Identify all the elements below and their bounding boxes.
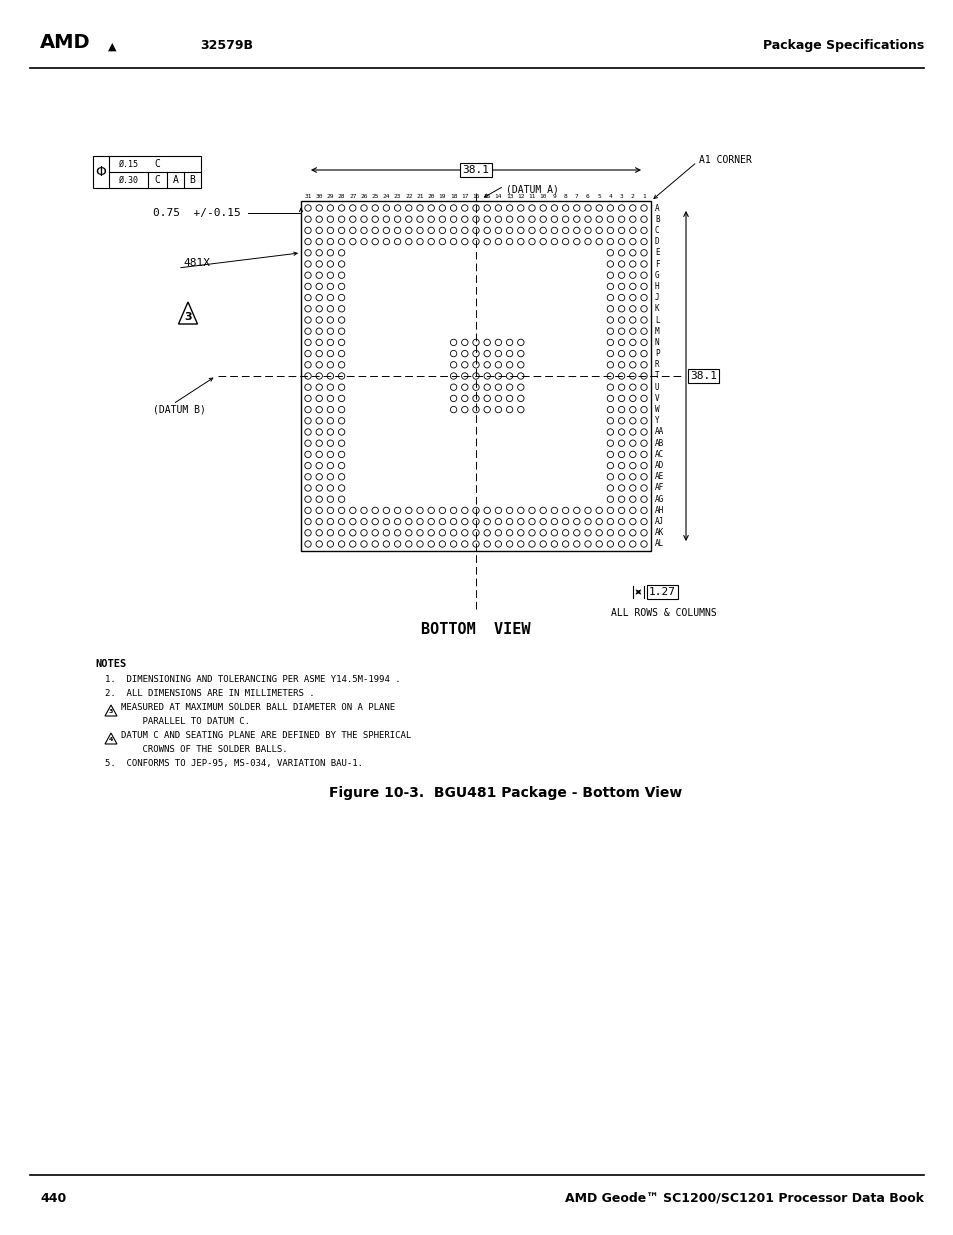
Text: Package Specifications: Package Specifications [762, 40, 923, 52]
Text: 21: 21 [416, 194, 423, 199]
Text: AC: AC [655, 450, 663, 459]
Text: 7: 7 [575, 194, 578, 199]
Text: BOTTOM  VIEW: BOTTOM VIEW [421, 622, 530, 637]
Text: 5.  CONFORMS TO JEP-95, MS-034, VARIATION BAU-1.: 5. CONFORMS TO JEP-95, MS-034, VARIATION… [105, 760, 363, 768]
Text: AB: AB [655, 438, 663, 448]
Text: C: C [154, 175, 160, 185]
Text: DATUM C AND SEATING PLANE ARE DEFINED BY THE SPHERICAL: DATUM C AND SEATING PLANE ARE DEFINED BY… [121, 731, 411, 740]
Text: 8: 8 [563, 194, 567, 199]
Text: A: A [172, 175, 178, 185]
Text: 12: 12 [517, 194, 524, 199]
Text: 0.75  +/-0.15: 0.75 +/-0.15 [152, 207, 240, 219]
Text: 14: 14 [495, 194, 501, 199]
Text: 25: 25 [371, 194, 378, 199]
Text: 28: 28 [337, 194, 345, 199]
Text: A: A [655, 204, 659, 212]
Text: A1 CORNER: A1 CORNER [699, 156, 751, 165]
Text: Φ: Φ [95, 165, 107, 179]
Text: 31: 31 [304, 194, 312, 199]
Text: AH: AH [655, 506, 663, 515]
Text: C: C [154, 159, 160, 169]
Text: 13: 13 [505, 194, 513, 199]
Text: AJ: AJ [655, 517, 663, 526]
Text: 3: 3 [109, 709, 113, 715]
Text: 29: 29 [326, 194, 334, 199]
Text: NOTES: NOTES [95, 659, 126, 669]
Text: 30: 30 [315, 194, 323, 199]
Text: 24: 24 [382, 194, 390, 199]
Text: MEASURED AT MAXIMUM SOLDER BALL DIAMETER ON A PLANE: MEASURED AT MAXIMUM SOLDER BALL DIAMETER… [121, 703, 395, 713]
Text: 38.1: 38.1 [462, 165, 489, 175]
Text: Ø.15: Ø.15 [118, 159, 138, 168]
Text: 4: 4 [608, 194, 612, 199]
Text: 3: 3 [619, 194, 623, 199]
Text: N: N [655, 338, 659, 347]
Text: 1: 1 [641, 194, 645, 199]
Text: 38.1: 38.1 [689, 370, 717, 382]
Text: 32579B: 32579B [200, 40, 253, 52]
Text: ▲: ▲ [108, 42, 116, 52]
Text: (DATUM B): (DATUM B) [152, 404, 206, 414]
Text: P: P [655, 350, 659, 358]
Text: 2: 2 [630, 194, 634, 199]
Text: 11: 11 [528, 194, 536, 199]
Text: 440: 440 [40, 1192, 66, 1205]
Text: AA: AA [655, 427, 663, 436]
Text: AK: AK [655, 529, 663, 537]
Text: 1.  DIMENSIONING AND TOLERANCING PER ASME Y14.5M-1994 .: 1. DIMENSIONING AND TOLERANCING PER ASME… [105, 676, 400, 684]
Text: ALL ROWS & COLUMNS: ALL ROWS & COLUMNS [610, 608, 716, 618]
Text: R: R [655, 361, 659, 369]
Text: 3: 3 [184, 312, 192, 322]
Text: T: T [655, 372, 659, 380]
Text: H: H [655, 282, 659, 291]
Text: U: U [655, 383, 659, 391]
Text: Figure 10-3.  BGU481 Package - Bottom View: Figure 10-3. BGU481 Package - Bottom Vie… [329, 785, 682, 800]
Text: Ø.30: Ø.30 [118, 175, 138, 184]
Text: AG: AG [655, 495, 663, 504]
Text: L: L [655, 315, 659, 325]
Text: AMD: AMD [40, 33, 91, 52]
Text: B: B [190, 175, 195, 185]
Text: D: D [655, 237, 659, 246]
Text: PARALLEL TO DATUM C.: PARALLEL TO DATUM C. [121, 718, 250, 726]
Text: 22: 22 [405, 194, 412, 199]
Text: F: F [655, 259, 659, 268]
Bar [92, 156, 201, 188]
Text: 9: 9 [552, 194, 556, 199]
Text: 16: 16 [472, 194, 479, 199]
Text: AD: AD [655, 461, 663, 471]
Bar [301, 201, 650, 551]
Text: 2.  ALL DIMENSIONS ARE IN MILLIMETERS .: 2. ALL DIMENSIONS ARE IN MILLIMETERS . [105, 689, 314, 698]
Text: 481X: 481X [183, 258, 210, 268]
Text: AF: AF [655, 483, 663, 493]
Text: J: J [655, 293, 659, 303]
Text: V: V [655, 394, 659, 403]
Text: E: E [655, 248, 659, 257]
Text: K: K [655, 304, 659, 314]
Text: 15: 15 [483, 194, 491, 199]
Text: B: B [655, 215, 659, 224]
Text: M: M [655, 327, 659, 336]
Text: 1.27: 1.27 [648, 587, 676, 597]
Text: 26: 26 [360, 194, 367, 199]
Text: 6: 6 [585, 194, 589, 199]
Text: 18: 18 [450, 194, 456, 199]
Text: 23: 23 [394, 194, 401, 199]
Text: CROWNS OF THE SOLDER BALLS.: CROWNS OF THE SOLDER BALLS. [121, 745, 287, 755]
Text: Y: Y [655, 416, 659, 425]
Text: C: C [655, 226, 659, 235]
Text: AMD Geode™ SC1200/SC1201 Processor Data Book: AMD Geode™ SC1200/SC1201 Processor Data … [564, 1192, 923, 1205]
Text: 20: 20 [427, 194, 435, 199]
Text: 10: 10 [538, 194, 546, 199]
Text: 27: 27 [349, 194, 356, 199]
Text: 4: 4 [109, 737, 113, 742]
Text: G: G [655, 270, 659, 279]
Text: (DATUM A): (DATUM A) [505, 184, 558, 194]
Text: AL: AL [655, 540, 663, 548]
Text: 17: 17 [460, 194, 468, 199]
Text: AE: AE [655, 472, 663, 482]
Text: 5: 5 [597, 194, 600, 199]
Text: 19: 19 [438, 194, 446, 199]
Text: W: W [655, 405, 659, 414]
